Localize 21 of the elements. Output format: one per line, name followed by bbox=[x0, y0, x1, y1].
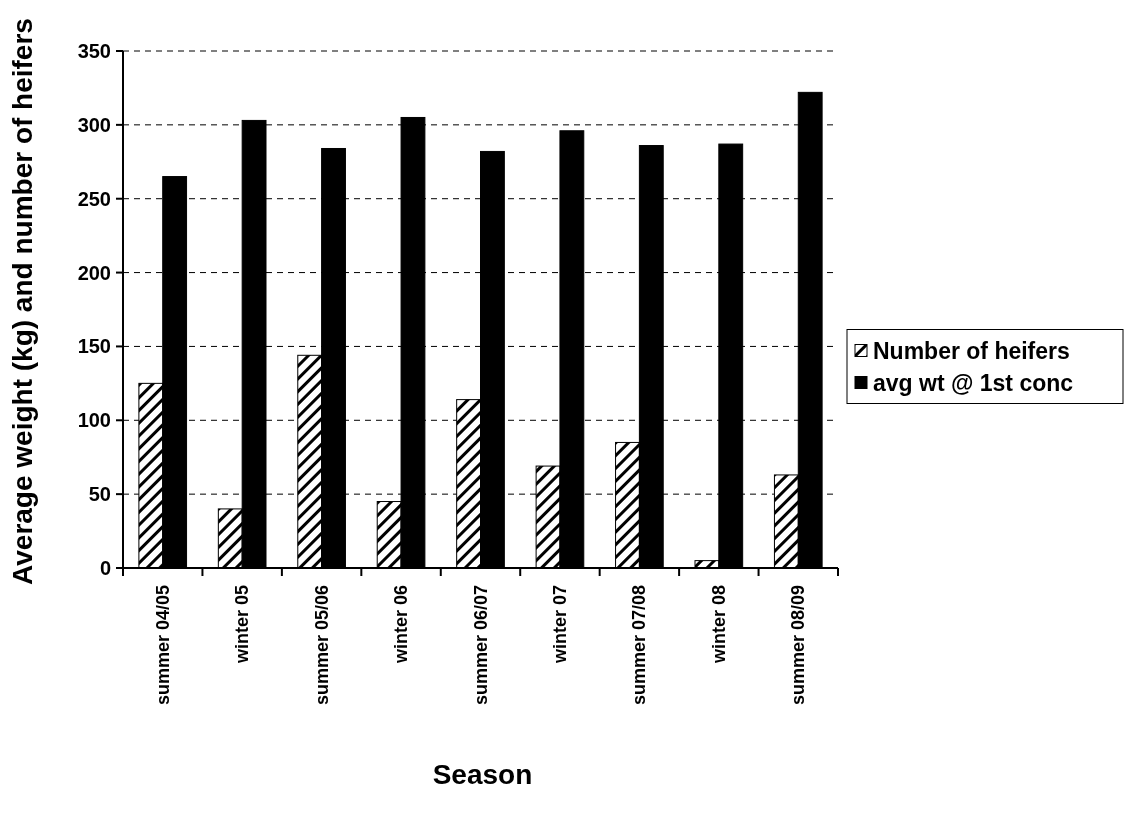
x-axis-title: Season bbox=[432, 758, 533, 790]
x-tick-label: summer 05/06 bbox=[311, 585, 332, 706]
x-tick-label: winter 06 bbox=[391, 585, 412, 665]
legend-label: Number of heifers bbox=[873, 337, 1070, 364]
y-tick-label: 300 bbox=[77, 113, 111, 136]
y-tick-label: 100 bbox=[77, 409, 111, 432]
y-tick-label: 250 bbox=[77, 187, 111, 210]
y-axis-title: Average weight (kg) and number of heifers bbox=[6, 18, 38, 585]
x-tick-label: winter 05 bbox=[232, 585, 253, 665]
x-tick-label: summer 08/09 bbox=[788, 585, 809, 706]
legend-label: avg wt @ 1st conc bbox=[873, 369, 1074, 396]
x-tick-label: summer 07/08 bbox=[629, 585, 650, 706]
y-tick-label: 0 bbox=[99, 557, 111, 579]
y-tick-label: 350 bbox=[77, 40, 111, 62]
x-tick-label: summer 06/07 bbox=[470, 585, 491, 706]
y-tick-label: 200 bbox=[77, 261, 111, 284]
x-tick-label: winter 07 bbox=[549, 585, 570, 665]
y-tick-label: 50 bbox=[88, 483, 111, 506]
x-tick-label: summer 04/05 bbox=[152, 585, 173, 706]
y-tick-label: 150 bbox=[77, 335, 111, 358]
x-tick-label: winter 08 bbox=[708, 585, 729, 665]
